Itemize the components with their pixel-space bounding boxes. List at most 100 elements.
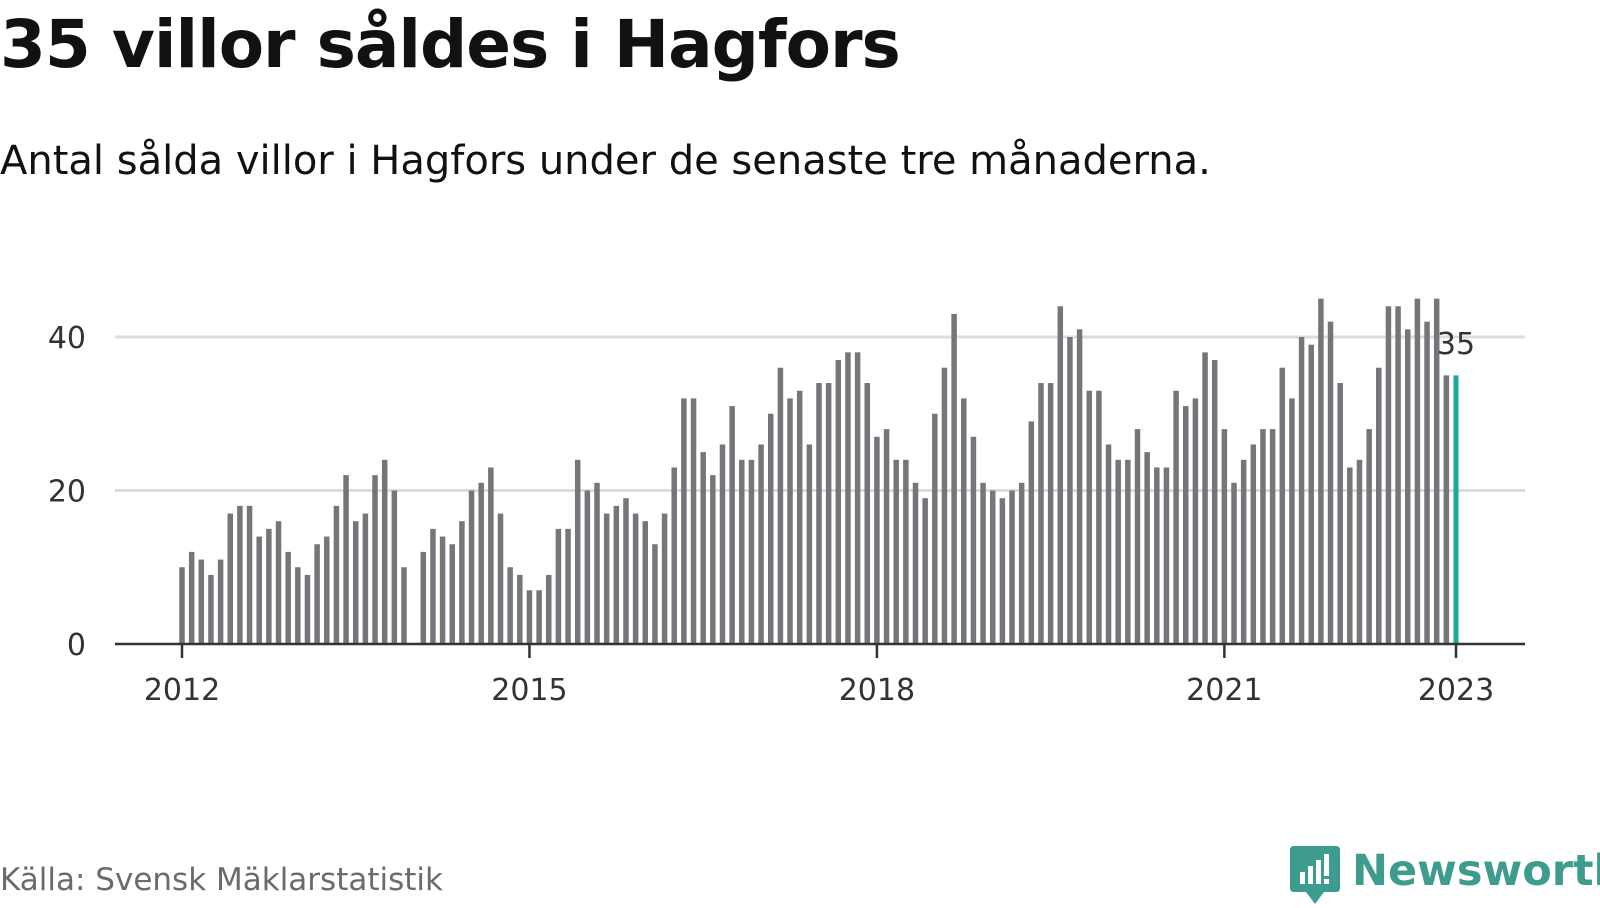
bar bbox=[1404, 329, 1411, 644]
highlight-bar bbox=[1453, 375, 1459, 644]
bar bbox=[903, 459, 909, 644]
chart-title: 35 villor såldes i Hagfors bbox=[0, 6, 901, 83]
bar bbox=[1231, 482, 1237, 644]
bar bbox=[1356, 459, 1363, 644]
bar bbox=[941, 367, 948, 644]
bar bbox=[874, 436, 880, 644]
bar bbox=[507, 567, 513, 644]
bar bbox=[217, 559, 224, 644]
bar bbox=[796, 390, 803, 644]
bar bbox=[517, 574, 523, 644]
bar bbox=[208, 574, 214, 644]
bar bbox=[980, 482, 986, 644]
bar bbox=[613, 505, 620, 644]
bar bbox=[748, 459, 755, 644]
bar bbox=[536, 590, 542, 644]
y-tick-label: 20 bbox=[48, 475, 86, 510]
bar bbox=[1067, 337, 1073, 644]
bar bbox=[304, 574, 311, 644]
bar bbox=[1183, 406, 1189, 644]
bar bbox=[266, 528, 272, 644]
bar bbox=[1347, 467, 1353, 644]
bar bbox=[835, 360, 842, 644]
bar bbox=[961, 398, 967, 644]
bar bbox=[642, 521, 649, 644]
bar bbox=[1154, 467, 1160, 644]
bar bbox=[1376, 367, 1382, 644]
bar bbox=[922, 498, 928, 644]
bar bbox=[362, 513, 369, 644]
bar bbox=[603, 513, 610, 644]
bar bbox=[758, 444, 764, 644]
bar bbox=[401, 567, 407, 644]
bar bbox=[989, 490, 996, 644]
bar bbox=[333, 505, 340, 644]
bar bbox=[816, 383, 822, 644]
bar bbox=[951, 313, 957, 644]
bar bbox=[671, 467, 677, 644]
bar bbox=[449, 544, 455, 644]
bar bbox=[1240, 459, 1247, 644]
bar bbox=[526, 590, 533, 644]
bar bbox=[1038, 383, 1044, 644]
bar bbox=[845, 352, 851, 644]
bar bbox=[1018, 482, 1025, 644]
bar bbox=[574, 459, 581, 644]
bar bbox=[439, 536, 446, 644]
bar bbox=[970, 436, 977, 644]
bar bbox=[767, 413, 774, 644]
y-tick-label: 0 bbox=[67, 628, 86, 663]
tick-labels: 0 20 40 2012 2015 2018 2021 2023 35 bbox=[48, 321, 1494, 708]
bar bbox=[314, 544, 320, 644]
bar bbox=[700, 452, 706, 644]
bar bbox=[864, 383, 871, 644]
bar bbox=[632, 513, 639, 644]
bar bbox=[391, 490, 398, 644]
brand-logo: Newsworthy bbox=[1290, 846, 1600, 906]
bar bbox=[1115, 459, 1121, 644]
bar bbox=[372, 475, 378, 644]
bar bbox=[1105, 444, 1112, 644]
bar bbox=[1211, 360, 1218, 644]
bar bbox=[1221, 429, 1228, 644]
bar bbox=[594, 482, 600, 644]
bar bbox=[777, 367, 784, 644]
bar bbox=[227, 513, 234, 644]
bar bbox=[1057, 306, 1064, 644]
bar bbox=[188, 551, 195, 644]
bar bbox=[1433, 298, 1440, 644]
bar bbox=[1260, 429, 1266, 644]
bar bbox=[806, 444, 813, 644]
bar bbox=[381, 459, 388, 644]
x-tick-label: 2018 bbox=[839, 673, 915, 708]
bar bbox=[352, 521, 359, 644]
bar bbox=[459, 521, 465, 644]
bar bbox=[420, 551, 427, 644]
bar bbox=[690, 398, 697, 644]
bar bbox=[1076, 329, 1083, 644]
bar bbox=[719, 444, 726, 644]
source-note: Källa: Svensk Mäklarstatistik bbox=[0, 862, 443, 898]
newsworthy-logo-icon bbox=[1290, 846, 1340, 904]
bar bbox=[623, 498, 629, 644]
bar bbox=[237, 505, 243, 644]
bar bbox=[854, 352, 861, 644]
bar bbox=[246, 505, 253, 644]
bar bbox=[1289, 398, 1295, 644]
x-tick-label: 2012 bbox=[144, 673, 220, 708]
bar bbox=[932, 413, 938, 644]
bar bbox=[1086, 390, 1092, 644]
bar bbox=[488, 467, 494, 644]
bar bbox=[912, 482, 919, 644]
bar bbox=[1366, 429, 1372, 644]
bar bbox=[497, 513, 504, 644]
bar bbox=[468, 490, 475, 644]
bar-series bbox=[179, 298, 1459, 644]
bar bbox=[893, 459, 899, 644]
bar bbox=[565, 528, 571, 644]
y-tick-label: 40 bbox=[48, 321, 86, 356]
bar bbox=[1202, 352, 1208, 644]
bar bbox=[1163, 467, 1170, 644]
bar bbox=[343, 475, 349, 644]
bar bbox=[275, 521, 282, 644]
